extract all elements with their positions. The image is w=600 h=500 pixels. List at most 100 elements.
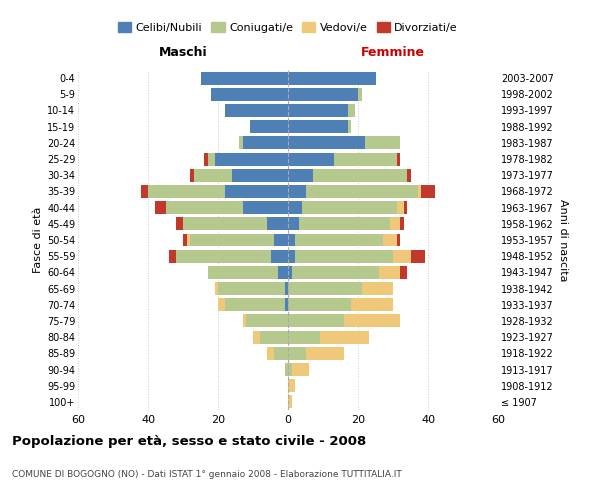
Bar: [166, 201, 242, 214]
Text: Femmine: Femmine: [361, 46, 425, 59]
Bar: [284, 298, 288, 311]
Bar: [397, 234, 400, 246]
Bar: [274, 347, 288, 360]
Bar: [176, 250, 271, 262]
Bar: [313, 169, 407, 181]
Bar: [225, 185, 288, 198]
Bar: [190, 234, 274, 246]
Bar: [267, 347, 274, 360]
Bar: [288, 218, 299, 230]
Bar: [389, 218, 400, 230]
Bar: [274, 234, 288, 246]
Bar: [288, 185, 305, 198]
Bar: [218, 282, 284, 295]
Bar: [292, 363, 309, 376]
Bar: [183, 234, 187, 246]
Bar: [347, 104, 355, 117]
Bar: [320, 330, 368, 344]
Bar: [288, 234, 295, 246]
Bar: [208, 152, 215, 166]
Bar: [200, 72, 288, 85]
Bar: [288, 396, 292, 408]
Bar: [242, 201, 288, 214]
Bar: [232, 169, 288, 181]
Bar: [187, 234, 190, 246]
Bar: [397, 201, 404, 214]
Bar: [288, 314, 344, 328]
Bar: [218, 298, 225, 311]
Bar: [288, 347, 305, 360]
Bar: [253, 330, 260, 344]
Bar: [284, 363, 288, 376]
Bar: [379, 266, 400, 279]
Bar: [400, 218, 404, 230]
Bar: [404, 201, 407, 214]
Bar: [305, 185, 418, 198]
Text: Popolazione per età, sesso e stato civile - 2008: Popolazione per età, sesso e stato civil…: [12, 435, 366, 448]
Y-axis label: Fasce di età: Fasce di età: [32, 207, 43, 273]
Bar: [288, 104, 347, 117]
Bar: [155, 201, 166, 214]
Bar: [211, 88, 288, 101]
Bar: [288, 152, 334, 166]
Bar: [347, 120, 351, 133]
Y-axis label: Anni di nascita: Anni di nascita: [557, 198, 568, 281]
Bar: [288, 120, 347, 133]
Text: COMUNE DI BOGOGNO (NO) - Dati ISTAT 1° gennaio 2008 - Elaborazione TUTTITALIA.IT: COMUNE DI BOGOGNO (NO) - Dati ISTAT 1° g…: [12, 470, 402, 479]
Bar: [383, 234, 397, 246]
Bar: [239, 136, 242, 149]
Bar: [250, 120, 288, 133]
Bar: [361, 282, 393, 295]
Bar: [334, 152, 397, 166]
Bar: [295, 234, 383, 246]
Bar: [277, 266, 288, 279]
Bar: [215, 152, 288, 166]
Bar: [208, 266, 277, 279]
Bar: [288, 298, 351, 311]
Bar: [393, 250, 410, 262]
Legend: Celibi/Nubili, Coniugati/e, Vedovi/e, Divorziati/e: Celibi/Nubili, Coniugati/e, Vedovi/e, Di…: [113, 18, 463, 38]
Bar: [292, 266, 379, 279]
Bar: [351, 298, 393, 311]
Bar: [358, 88, 361, 101]
Bar: [288, 282, 361, 295]
Bar: [397, 152, 400, 166]
Bar: [410, 250, 425, 262]
Bar: [288, 201, 302, 214]
Bar: [299, 218, 389, 230]
Bar: [284, 282, 288, 295]
Bar: [242, 314, 246, 328]
Bar: [260, 330, 288, 344]
Bar: [295, 250, 393, 262]
Bar: [215, 282, 218, 295]
Bar: [288, 266, 292, 279]
Bar: [183, 218, 267, 230]
Bar: [225, 298, 284, 311]
Bar: [288, 250, 295, 262]
Bar: [365, 136, 400, 149]
Bar: [193, 169, 232, 181]
Bar: [288, 363, 292, 376]
Bar: [288, 169, 313, 181]
Bar: [242, 136, 288, 149]
Bar: [302, 201, 397, 214]
Bar: [169, 250, 176, 262]
Bar: [288, 136, 365, 149]
Bar: [271, 250, 288, 262]
Bar: [418, 185, 421, 198]
Bar: [400, 266, 407, 279]
Bar: [267, 218, 288, 230]
Bar: [204, 152, 208, 166]
Bar: [141, 185, 148, 198]
Bar: [407, 169, 410, 181]
Bar: [148, 185, 225, 198]
Bar: [225, 104, 288, 117]
Bar: [176, 218, 183, 230]
Bar: [288, 88, 358, 101]
Text: Maschi: Maschi: [158, 46, 208, 59]
Bar: [421, 185, 435, 198]
Bar: [344, 314, 400, 328]
Bar: [246, 314, 288, 328]
Bar: [288, 379, 295, 392]
Bar: [190, 169, 193, 181]
